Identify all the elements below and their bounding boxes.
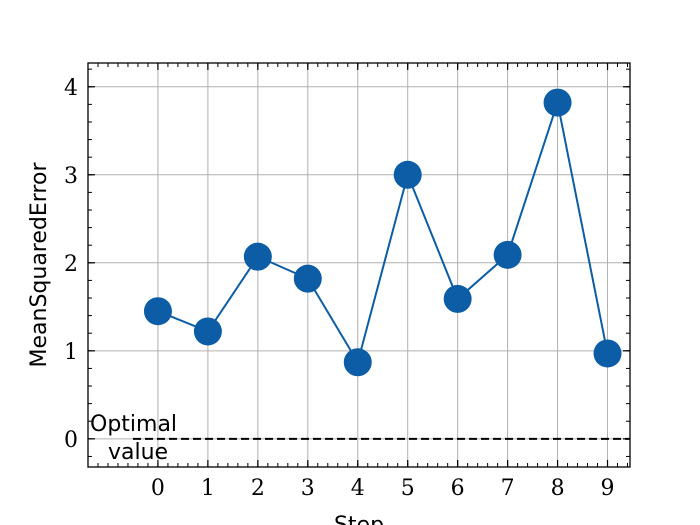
x-tick-label: 4	[351, 476, 365, 501]
x-tick-label: 8	[551, 476, 565, 501]
tick-marks	[88, 63, 630, 467]
series-line	[157, 98, 609, 365]
grid-lines	[88, 63, 630, 467]
x-tick-label: 0	[151, 476, 165, 501]
y-tick-labels: 0 1 2 3 4	[64, 76, 78, 453]
plot-frame	[87, 62, 631, 468]
x-tick-label: 5	[401, 476, 415, 501]
x-tick-label: 6	[451, 476, 465, 501]
y-tick-label: 3	[64, 164, 78, 189]
data-point	[543, 88, 572, 117]
data-point	[143, 297, 172, 326]
y-tick-label: 4	[64, 76, 78, 101]
y-tick-label: 1	[64, 340, 78, 365]
data-point	[243, 242, 272, 271]
x-tick-label: 9	[601, 476, 615, 501]
y-axis-label: MeanSquaredError	[27, 162, 52, 368]
x-tick-labels: 0 1 2 3 4 5 6 7 8 9	[151, 476, 615, 501]
data-point	[343, 348, 372, 377]
data-point	[593, 339, 622, 368]
x-tick-label: 1	[201, 476, 215, 501]
data-point	[393, 160, 422, 189]
y-tick-label: 0	[64, 428, 78, 453]
data-point	[193, 317, 222, 346]
series-line-group	[143, 88, 622, 377]
reference-line-label-line1: Optimal	[90, 412, 177, 437]
data-point	[293, 264, 322, 293]
data-point	[493, 240, 522, 269]
x-tick-label: 3	[301, 476, 315, 501]
reference-line-label-line2: value	[108, 440, 168, 465]
x-tick-label: 7	[501, 476, 515, 501]
x-axis-label: Step	[334, 513, 384, 525]
y-tick-label: 2	[64, 252, 78, 277]
x-tick-label: 2	[251, 476, 265, 501]
data-point	[443, 284, 472, 313]
